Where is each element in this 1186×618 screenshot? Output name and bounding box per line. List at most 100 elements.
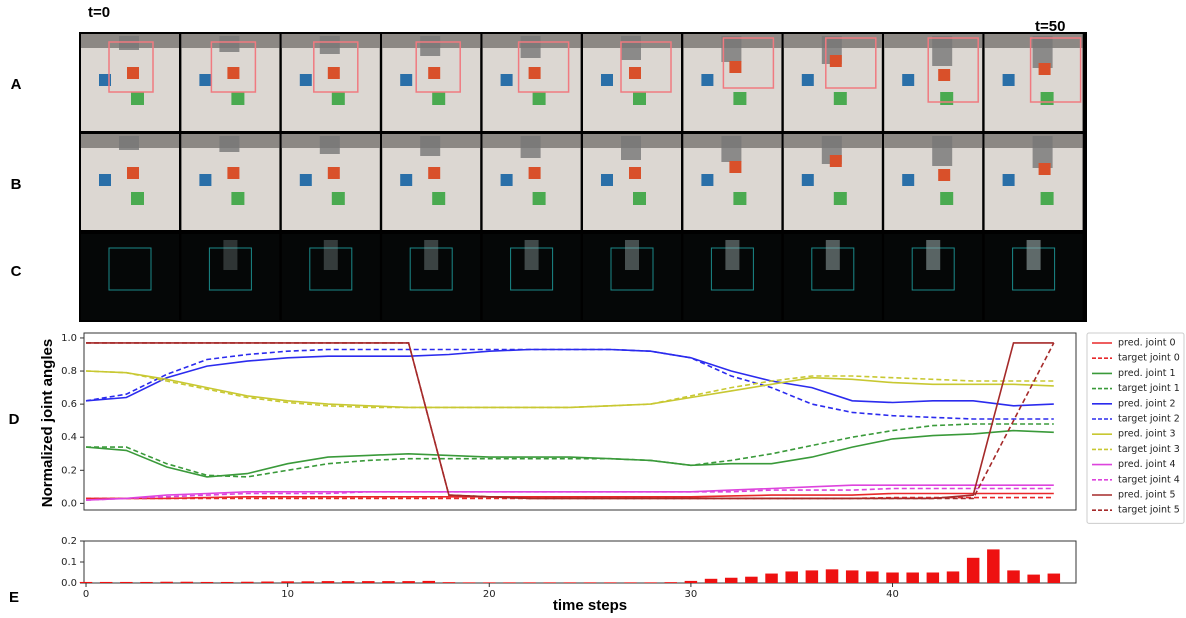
saliency-box — [309, 247, 353, 291]
saliency-blob — [926, 240, 941, 270]
saliency-blob — [223, 240, 238, 270]
red-cube — [629, 67, 641, 79]
blue-cube — [601, 74, 613, 86]
gripper — [1032, 36, 1053, 68]
x-tick-label: 10 — [281, 589, 294, 600]
saliency-blob — [323, 240, 338, 270]
attention-box — [825, 37, 877, 89]
row-label: E — [9, 589, 19, 606]
blue-cube — [99, 174, 111, 186]
bar — [765, 573, 778, 583]
x-tick-label: 0 — [83, 589, 89, 600]
bar — [603, 582, 617, 583]
y-tick-label: 1.0 — [61, 333, 77, 344]
bar — [664, 582, 677, 583]
blue-cube — [299, 174, 312, 186]
red-cube — [428, 167, 441, 179]
saliency-blob — [1026, 240, 1041, 270]
bar — [341, 581, 355, 583]
row-label: D — [9, 411, 20, 428]
green-cube — [833, 192, 847, 205]
green-cube — [532, 192, 546, 205]
series-line — [85, 348, 1054, 420]
saliency-blob — [424, 240, 439, 270]
row-label: B — [11, 176, 22, 193]
gripper — [1032, 136, 1053, 168]
red-cube — [227, 167, 240, 179]
bar — [745, 576, 758, 583]
attention-box — [517, 41, 570, 93]
saliency-blob — [825, 240, 840, 270]
attention-box — [722, 37, 775, 89]
legend-label: pred. joint 0 — [1118, 338, 1176, 349]
blue-cube — [902, 74, 915, 86]
y-tick-label: 0.0 — [61, 498, 77, 509]
bar — [220, 581, 234, 583]
bar — [583, 582, 597, 583]
legend-label: target joint 2 — [1118, 414, 1180, 425]
bar — [261, 581, 274, 583]
y-tick-label: 0.2 — [61, 465, 77, 476]
gripper — [721, 36, 742, 62]
row-label: A — [11, 76, 22, 93]
saliency-blob — [725, 240, 740, 270]
saliency-frame — [81, 234, 179, 320]
blue-cube — [902, 174, 915, 186]
blue-cube — [199, 74, 212, 86]
frame — [81, 34, 179, 131]
saliency-blob — [524, 240, 539, 270]
y-tick-label: 0.4 — [61, 432, 77, 443]
attention-box — [620, 41, 672, 93]
saliency-box — [710, 247, 754, 291]
green-cube — [633, 192, 646, 205]
green-cube — [131, 192, 144, 205]
green-cube — [231, 192, 245, 205]
series-line — [86, 492, 1054, 500]
series-line — [85, 429, 1054, 478]
green-cube — [432, 92, 446, 105]
bar — [724, 577, 738, 583]
gripper — [119, 136, 139, 150]
bar — [684, 580, 698, 583]
bar — [825, 569, 839, 583]
bar — [281, 581, 294, 583]
gripper — [932, 36, 953, 66]
blue-cube — [701, 174, 714, 186]
bar — [79, 581, 93, 583]
bar — [160, 581, 173, 583]
green-cube — [940, 192, 954, 205]
red-cube — [327, 167, 340, 179]
bar — [140, 581, 153, 583]
bar — [483, 582, 496, 583]
saliency-blob — [625, 240, 639, 270]
bar — [120, 581, 133, 583]
y-tick-label: 0.0 — [61, 578, 77, 589]
saliency-box — [208, 247, 252, 291]
y-tick-label: 0.1 — [61, 557, 77, 568]
blue-cube — [400, 174, 413, 186]
bar — [966, 557, 980, 583]
blue-cube — [400, 74, 413, 86]
red-cube — [428, 67, 441, 79]
green-cube — [331, 92, 345, 105]
bar — [624, 582, 637, 583]
gripper — [219, 136, 240, 152]
bar — [866, 571, 879, 583]
blue-cube — [601, 174, 613, 186]
attention-box — [108, 41, 154, 93]
bar — [563, 582, 577, 583]
red-cube — [227, 67, 240, 79]
saliency-box — [610, 247, 654, 291]
y-tick-label: 0.2 — [61, 536, 77, 547]
series-line — [85, 370, 1054, 409]
bar — [785, 571, 798, 583]
gripper — [319, 136, 340, 154]
y-axis-label: Normalized joint angles — [39, 339, 56, 507]
start-label: t=0 — [88, 4, 110, 21]
legend-label: target joint 5 — [1118, 505, 1180, 516]
bar — [704, 578, 718, 583]
bar — [987, 549, 1000, 583]
red-cube — [1038, 63, 1051, 75]
bar — [301, 581, 315, 583]
